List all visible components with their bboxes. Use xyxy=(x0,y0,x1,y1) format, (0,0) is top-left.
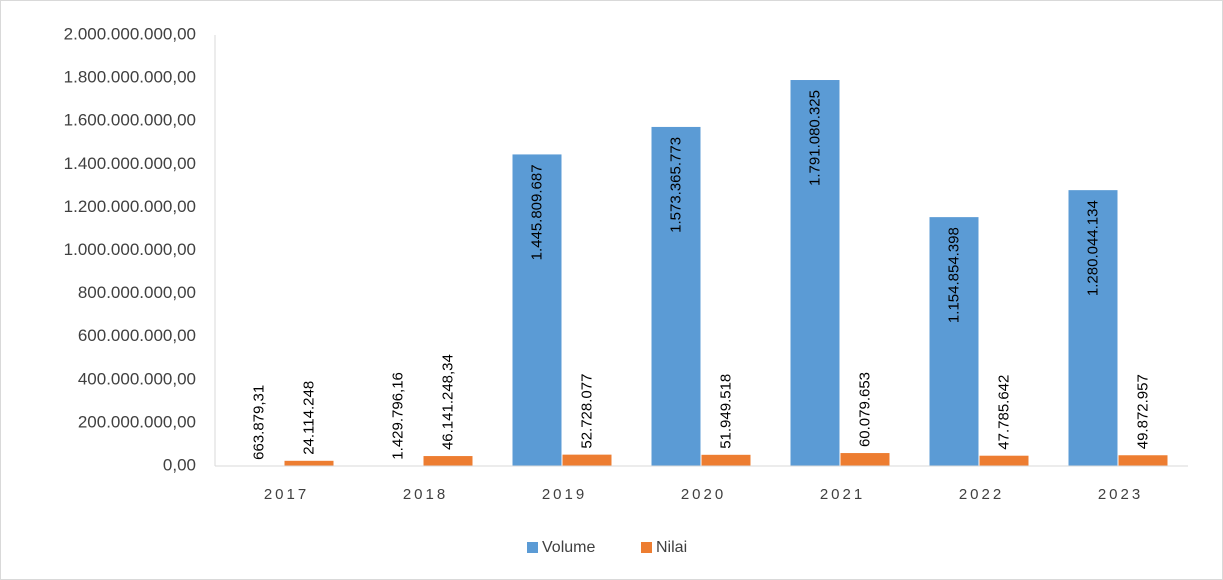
value-label: 1.791.080.325 xyxy=(806,90,823,186)
value-label: 60.079.653 xyxy=(856,372,873,447)
value-label: 49.872.957 xyxy=(1134,374,1151,449)
value-label: 1.573.365.773 xyxy=(667,137,684,233)
y-tick-label: 0,00 xyxy=(163,455,196,474)
x-tick-label: 2018 xyxy=(403,486,448,503)
x-tick-label: 2023 xyxy=(1098,486,1143,503)
value-label: 663.879,31 xyxy=(250,385,267,460)
value-label: 51.949.518 xyxy=(717,374,734,449)
y-tick-label: 600.000.000,00 xyxy=(78,326,196,345)
legend-swatch xyxy=(527,542,538,553)
bar xyxy=(651,126,701,467)
x-tick-label: 2020 xyxy=(681,486,726,503)
bar xyxy=(512,154,562,466)
bar xyxy=(840,453,890,466)
y-tick-label: 2.000.000.000,00 xyxy=(64,24,196,43)
bar xyxy=(979,455,1029,466)
value-label: 46.141.248,34 xyxy=(439,354,456,450)
bar xyxy=(562,454,612,466)
bar xyxy=(423,456,473,466)
value-label: 52.728.077 xyxy=(578,374,595,449)
value-label: 1.429.796,16 xyxy=(389,372,406,460)
legend-label: Volume xyxy=(542,539,595,556)
value-label: 24.114.248 xyxy=(300,381,317,455)
legend-swatch xyxy=(641,542,652,553)
x-tick-label: 2021 xyxy=(820,486,865,503)
y-tick-label: 400.000.000,00 xyxy=(78,369,196,388)
value-label: 47.785.642 xyxy=(995,375,1012,450)
bar xyxy=(790,80,840,466)
y-tick-label: 1.400.000.000,00 xyxy=(64,154,196,173)
y-tick-label: 200.000.000,00 xyxy=(78,412,196,431)
value-label: 1.280.044.134 xyxy=(1084,200,1101,296)
y-tick-label: 1.600.000.000,00 xyxy=(64,111,196,130)
bar xyxy=(1118,455,1168,466)
bar xyxy=(701,454,751,466)
y-tick-label: 1.000.000.000,00 xyxy=(64,240,196,259)
y-tick-label: 800.000.000,00 xyxy=(78,283,196,302)
x-tick-label: 2019 xyxy=(542,486,587,503)
y-tick-label: 1.200.000.000,00 xyxy=(64,197,196,216)
x-tick-label: 2017 xyxy=(264,486,309,503)
value-label: 1.445.809.687 xyxy=(528,164,545,260)
bar xyxy=(1068,190,1118,466)
y-tick-label: 1.800.000.000,00 xyxy=(64,68,196,87)
bar xyxy=(284,460,334,466)
legend-label: Nilai xyxy=(656,539,687,556)
x-tick-label: 2022 xyxy=(959,486,1004,503)
bar xyxy=(929,217,979,466)
value-label: 1.154.854.398 xyxy=(945,227,962,323)
